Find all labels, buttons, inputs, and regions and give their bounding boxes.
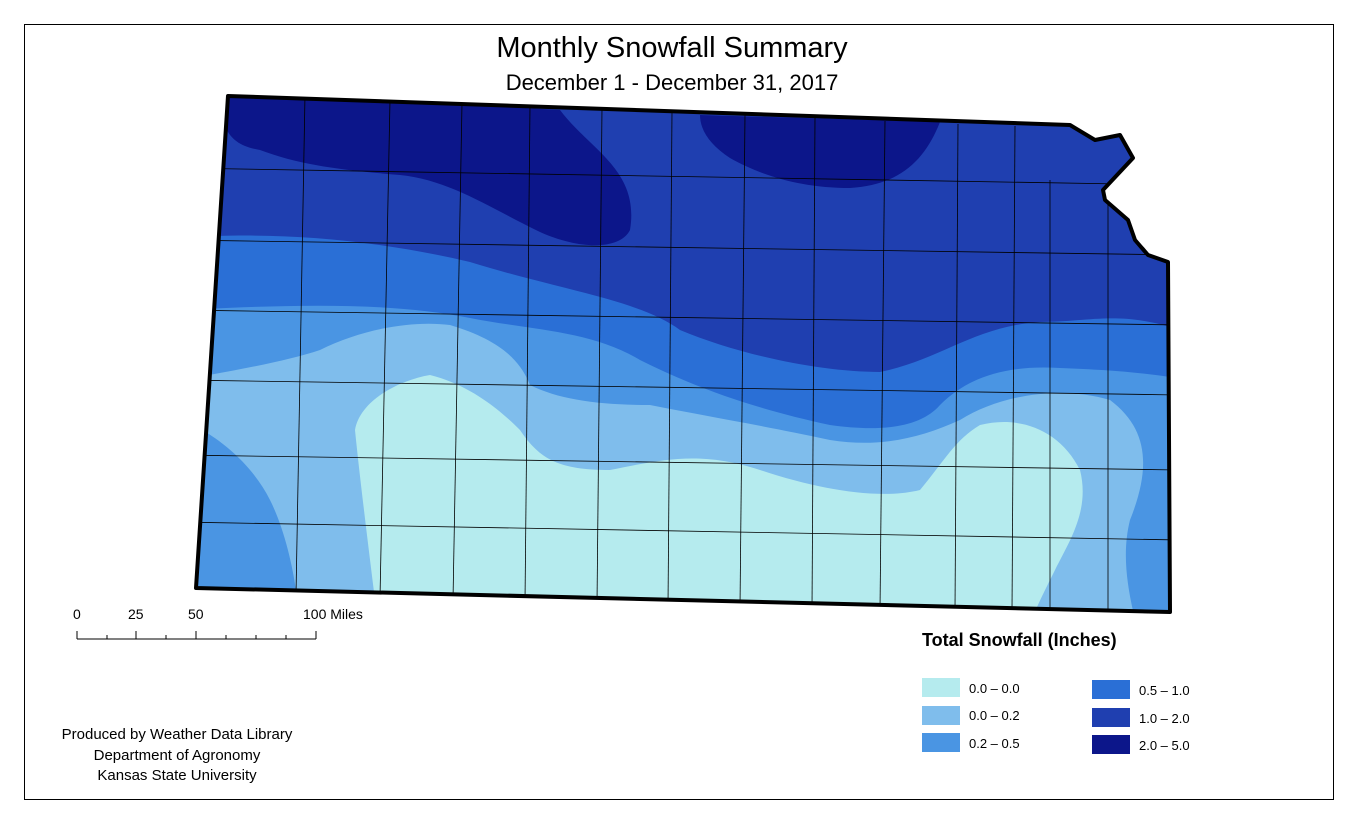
legend-label-0: 0.0 – 0.0 [969, 681, 1020, 696]
zone-2.0-5.0-north-central [700, 115, 940, 188]
legend-swatch-0 [922, 678, 960, 697]
map-frame [24, 24, 1334, 800]
legend-swatch-1 [922, 706, 960, 725]
credit-line-2: Department of Agronomy [93, 747, 261, 764]
legend-swatch-4 [1092, 708, 1130, 727]
scale-tick-50: 50 [188, 606, 204, 622]
legend-label-1: 0.0 – 0.2 [969, 708, 1020, 723]
legend-label-4: 1.0 – 2.0 [1139, 711, 1190, 726]
snowfall-zones [196, 96, 1170, 612]
scale-tick-0: 0 [73, 606, 81, 622]
map-title: Monthly Snowfall Summary [496, 32, 848, 64]
legend-label-3: 0.5 – 1.0 [1139, 683, 1190, 698]
credit-line-1: Produced by Weather Data Library [61, 726, 293, 743]
legend-label-2: 0.2 – 0.5 [969, 736, 1020, 751]
legend-label-5: 2.0 – 5.0 [1139, 738, 1190, 753]
legend-swatch-3 [1092, 680, 1130, 699]
zone-2.0-5.0-northwest [220, 96, 632, 246]
legend-swatch-2 [922, 733, 960, 752]
kansas-border [194, 94, 1172, 614]
credit-line-3: Kansas State University [97, 767, 257, 784]
scale-tick-100: 100 Miles [303, 606, 363, 622]
county-lines [196, 96, 1170, 612]
zone-0.0-0.0 [355, 375, 1083, 612]
map-subtitle: December 1 - December 31, 2017 [505, 70, 839, 95]
scale-tick-25: 25 [128, 606, 144, 622]
legend-title: Total Snowfall (Inches) [922, 630, 1117, 650]
legend-swatch-5 [1092, 735, 1130, 754]
scale-bar [76, 631, 317, 640]
